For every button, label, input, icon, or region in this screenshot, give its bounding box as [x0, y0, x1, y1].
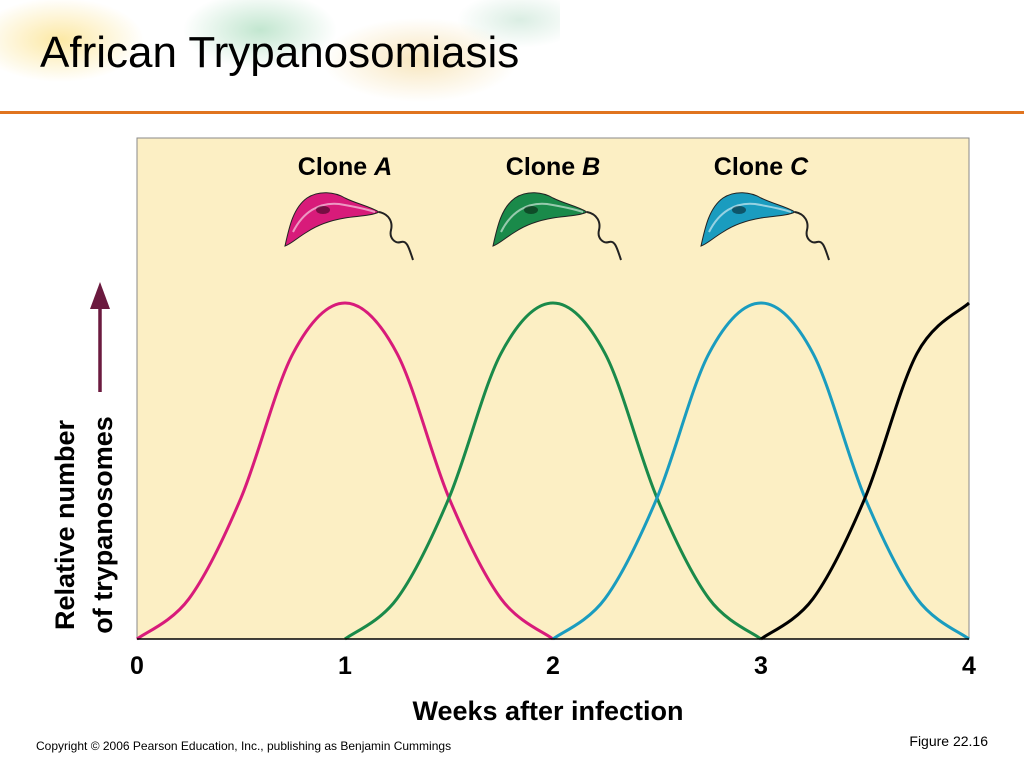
y-axis-label: Relative number of trypanosomes — [50, 416, 118, 634]
y-axis-arrow-head — [90, 282, 110, 309]
clone-icons — [284, 192, 830, 261]
blue-trypanosome-icon — [700, 192, 830, 261]
slide-title: African Trypanosomiasis — [40, 28, 520, 77]
x-tick-label: 2 — [546, 652, 560, 680]
copyright-notice: Copyright © 2006 Pearson Education, Inc.… — [36, 739, 452, 753]
clone-b-label: Clone B — [506, 153, 600, 181]
y-axis-label-line-2: of trypanosomes — [88, 416, 118, 634]
x-tick-label: 4 — [962, 652, 976, 680]
trypanosome-clone-chart: 0 1 2 3 4 Weeks after infection Relative num… — [50, 137, 976, 726]
plot-area — [136, 137, 970, 640]
x-axis-label: Weeks after infection — [412, 696, 683, 726]
green-trypanosome-icon — [492, 192, 622, 261]
subsequent-clone-curve — [760, 301, 971, 641]
title-divider — [0, 111, 1024, 114]
clone-c-curve — [552, 301, 970, 641]
y-axis-label-line-1: Relative number — [50, 419, 80, 630]
x-tick-label: 0 — [130, 652, 144, 680]
x-tick-label: 1 — [338, 652, 352, 680]
clone-a-label: Clone A — [298, 153, 392, 181]
clone-c-label: Clone C — [714, 153, 809, 181]
header-background-image — [0, 0, 560, 112]
x-tick-labels: 0 1 2 3 4 — [130, 652, 976, 680]
clone-b-curve — [344, 301, 762, 641]
figure-number: Figure 22.16 — [909, 733, 988, 749]
clone-a-curve — [136, 301, 554, 641]
curves-group — [136, 301, 971, 641]
pink-trypanosome-icon — [284, 192, 414, 261]
x-tick-label: 3 — [754, 652, 768, 680]
clone-labels: Clone A Clone B Clone C — [298, 153, 809, 181]
